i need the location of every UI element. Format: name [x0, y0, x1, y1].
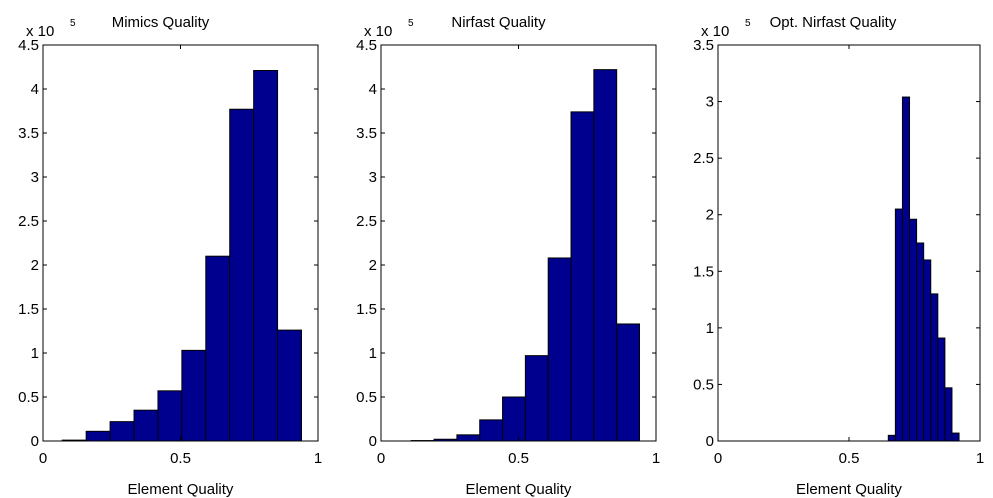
y-tick-label: 0	[369, 433, 377, 450]
y-tick-label: 0	[706, 433, 714, 450]
histogram-bar	[253, 70, 279, 442]
x-tick-label: 1	[976, 450, 984, 467]
histogram-bar	[157, 390, 183, 442]
y-tick-label: 4	[369, 81, 377, 98]
y-tick-label: 3	[31, 169, 39, 186]
histogram-bar	[502, 396, 526, 442]
y-tick-label: 3.5	[693, 37, 714, 54]
y-scale-exponent: 5	[70, 18, 76, 29]
y-tick-label: 1	[369, 345, 377, 362]
chart-title: Opt. Nirfast Quality	[770, 14, 897, 31]
y-tick-label: 2	[31, 257, 39, 274]
x-axis-title: Element Quality	[796, 481, 902, 498]
y-tick-label: 0.5	[18, 389, 39, 406]
histogram-bar	[916, 242, 925, 442]
x-tick-label: 0.5	[508, 450, 529, 467]
histogram-bar	[229, 108, 255, 442]
histogram-bar	[894, 208, 903, 442]
histogram-bar	[205, 255, 231, 442]
histogram-bar	[181, 349, 207, 442]
x-tick-label: 0	[377, 450, 385, 467]
x-tick-label: 0.5	[170, 450, 191, 467]
y-scale-exponent: 5	[408, 18, 414, 29]
y-scale-exponent: 5	[745, 18, 751, 29]
histogram-bar	[901, 96, 911, 442]
x-tick-label: 0	[39, 450, 47, 467]
y-tick-label: 3.5	[356, 125, 377, 142]
y-scale-multiplier: x 10	[701, 23, 729, 40]
y-tick-label: 2	[706, 207, 714, 224]
y-tick-label: 0.5	[693, 376, 714, 393]
histogram-bar	[133, 409, 159, 442]
histogram-bar	[937, 337, 946, 442]
y-tick-label: 3.5	[18, 125, 39, 142]
y-tick-label: 1	[706, 320, 714, 337]
y-tick-label: 4	[31, 81, 39, 98]
x-tick-label: 1	[652, 450, 660, 467]
y-tick-label: 3	[706, 94, 714, 111]
histogram-bar	[547, 257, 572, 442]
histogram-bar	[593, 69, 618, 442]
y-tick-label: 2	[369, 257, 377, 274]
chart-panel-1: 0 0.5 1 1.5 2 2.5 3 3.5 4 4.5 0 0.5 1 Element Quality…	[18, 14, 322, 498]
y-tick-label: 1.5	[356, 301, 377, 318]
chart-title: Mimics Quality	[112, 14, 210, 31]
histogram-bar	[479, 419, 504, 442]
histogram-bar	[277, 329, 303, 442]
histogram-bar	[930, 293, 939, 442]
x-axis-title: Element Quality	[466, 481, 572, 498]
histogram-bar	[570, 111, 595, 442]
histogram-bar	[616, 323, 640, 442]
histogram-bar	[109, 421, 135, 442]
y-scale-multiplier: x 10	[364, 23, 392, 40]
histogram-bar	[944, 387, 953, 442]
y-tick-label: 4.5	[356, 37, 377, 54]
histogram-bar	[887, 434, 896, 442]
chart-title: Nirfast Quality	[451, 14, 546, 31]
histogram-bar	[909, 218, 918, 442]
y-tick-label: 4.5	[18, 37, 39, 54]
y-tick-label: 2.5	[18, 213, 39, 230]
x-tick-label: 0	[714, 450, 722, 467]
x-tick-label: 0.5	[839, 450, 860, 467]
histogram-bar	[951, 432, 960, 442]
x-axis-title: Element Quality	[128, 481, 234, 498]
chart-panel-2: 0 0.5 1 1.5 2 2.5 3 3.5 4 4.5 0 0.5 1 Element Quality…	[356, 14, 660, 498]
y-scale-multiplier: x 10	[26, 23, 54, 40]
y-tick-label: 1.5	[693, 263, 714, 280]
histogram-bar	[456, 434, 481, 442]
y-tick-label: 2.5	[356, 213, 377, 230]
y-tick-label: 1.5	[18, 301, 39, 318]
histogram-bar	[85, 430, 111, 442]
y-tick-label: 0.5	[356, 389, 377, 406]
y-tick-label: 2.5	[693, 150, 714, 167]
x-tick-label: 1	[314, 450, 322, 467]
y-tick-label: 0	[31, 433, 39, 450]
histogram-bar	[923, 259, 932, 442]
histogram-bar	[524, 355, 549, 442]
chart-panel-3: 0 0.5 1 1.5 2 2.5 3 3.5 0 0.5 1 Element Quality Opt.…	[693, 14, 984, 498]
y-tick-label: 1	[31, 345, 39, 362]
y-tick-label: 3	[369, 169, 377, 186]
